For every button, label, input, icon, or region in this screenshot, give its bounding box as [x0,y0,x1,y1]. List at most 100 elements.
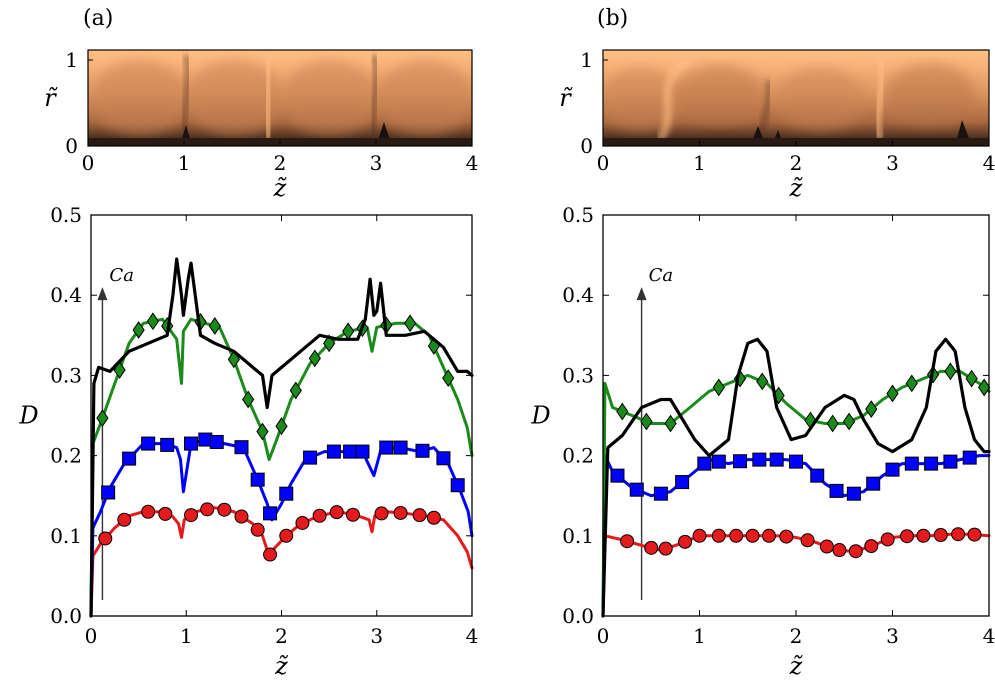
data-point [951,527,966,542]
heatmap-x-tick-label: 2 [790,151,803,175]
data-point [880,532,895,547]
data-point [275,417,288,436]
data-point [800,533,815,548]
data-point [415,443,430,458]
data-point [160,437,175,452]
series-diamond [89,312,474,618]
heatmap-x-axis-label: z̃ [789,174,804,202]
data-point [712,378,725,397]
plot-frame [602,214,990,617]
data-point [141,436,156,451]
series-square [89,432,474,618]
data-point [426,510,441,525]
data-point [412,508,427,523]
series-line [89,257,474,618]
y-tick-label: 0.4 [50,283,82,307]
data-point [342,322,355,341]
heatmap-y-axis-label: r̃ [559,84,573,112]
y-tick-label: 0.2 [562,444,594,468]
data-point [832,543,847,558]
data-point [98,531,113,546]
data-point [208,317,221,335]
data-point [393,505,408,520]
heatmap-x-axis-label: z̃ [273,174,288,202]
data-point [403,314,417,333]
data-point [756,372,769,391]
data-point [978,378,991,397]
y-tick-label: 0.3 [50,363,82,387]
data-point [769,452,784,467]
x-tick-label: 1 [180,624,193,648]
data-point [117,512,132,527]
data-point [436,451,451,466]
data-point [711,528,726,543]
data-point [96,409,109,428]
data-point [826,414,839,433]
data-point [904,456,919,471]
data-point [242,390,255,409]
x-tick-label: 3 [886,624,899,648]
data-point [263,547,278,562]
data-point [184,436,199,451]
data-point [234,509,249,524]
y-tick-label: 0.1 [50,524,82,548]
data-point [866,476,881,491]
data-point [616,402,629,421]
data-point [924,456,939,471]
y-axis-label: D [18,402,38,430]
series-none [601,337,991,618]
y-axis-label: D [530,402,550,430]
data-point [664,414,677,433]
series-line [89,506,474,618]
data-point [962,450,977,465]
heatmap-y-tick-label: 0 [580,134,593,158]
data-point [678,534,693,549]
ca-label: Ca [109,265,134,286]
x-tick-label: 1 [693,624,706,648]
data-point [943,454,958,469]
data-point [303,450,318,465]
data-point [848,544,863,559]
data-point [761,528,776,543]
data-point [217,502,232,517]
data-point [733,454,748,469]
heatmap-y-axis-label: r̃ [44,84,58,112]
data-point [905,374,918,393]
y-tick-label: 0.5 [562,203,594,227]
data-point [250,522,265,537]
data-point [295,515,310,530]
y-tick-label: 0.2 [50,444,82,468]
data-point [263,506,278,521]
data-point [779,529,794,544]
series-square [601,450,991,618]
series-none [89,257,474,618]
heatmap-x-tick-label: 3 [886,151,899,175]
line-plot-b: 0 1 2 3 4 0.0 0.1 0.2 0.3 0.4 0.5 z̃ D Ca [530,203,995,680]
series-line [89,317,474,618]
x-tick-label: 0 [85,624,98,648]
data-point [886,384,899,403]
ca-label: Ca [649,265,674,286]
data-point [101,485,116,500]
ca-arrow-head [636,287,647,301]
heatmap-x-tick-label: 1 [693,151,706,175]
data-point [256,422,269,441]
x-tick-label: 2 [790,624,803,648]
data-point [122,451,137,466]
x-axis-label: z̃ [274,652,289,680]
heatmap-axes: 0 1 2 3 4 0 1 z̃ r̃ [44,48,478,202]
data-point [250,472,265,487]
data-point [745,528,760,543]
data-point [209,434,224,449]
series-circle [601,527,991,618]
data-point [355,444,370,459]
data-point [885,462,900,477]
data-point [329,505,344,520]
y-tick-label: 0.1 [562,524,594,548]
data-point [899,529,914,544]
data-point [653,486,668,501]
data-point [965,369,978,388]
data-point [711,454,726,469]
heatmap-x-tick-label: 0 [82,151,95,175]
